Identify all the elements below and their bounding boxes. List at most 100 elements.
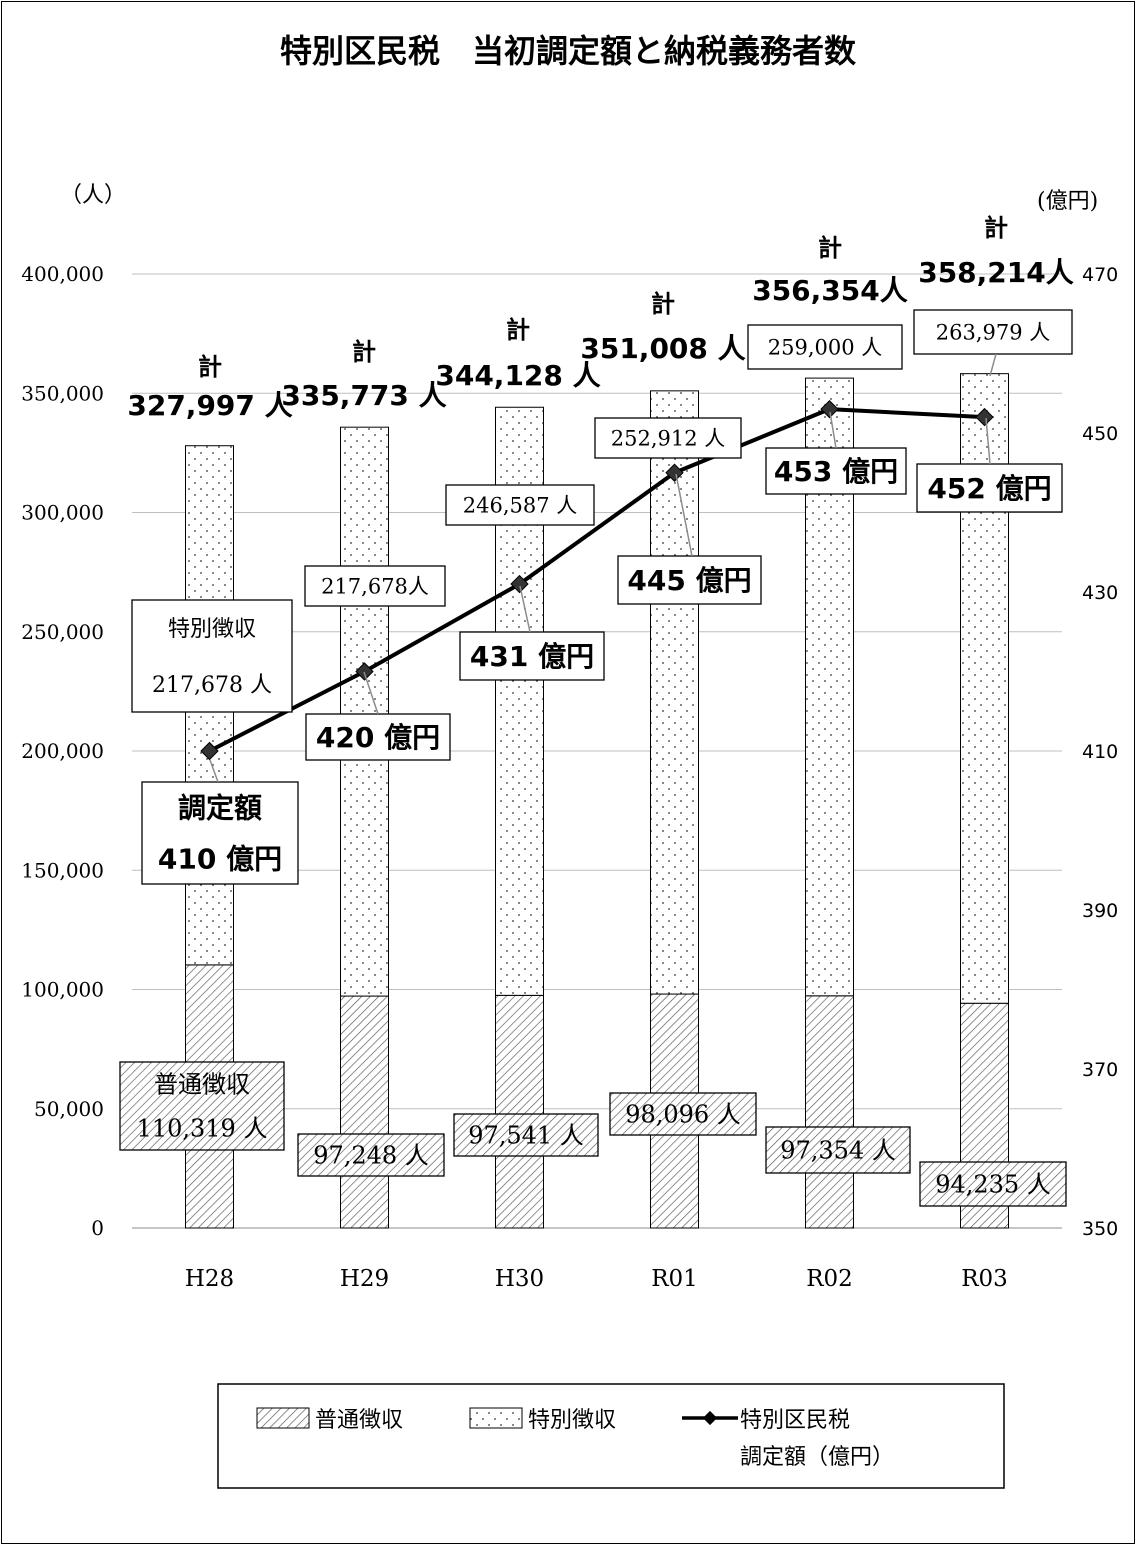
bar-normal (805, 995, 854, 1229)
data-labels: 計 327,997 人 計 335,773 人 計 344,128 人 計 351,008 人… (119, 214, 1074, 1207)
normal-label-box (453, 1113, 599, 1157)
right-tick-label: 430 (1082, 582, 1118, 604)
legend-marker-sample (702, 1410, 718, 1426)
normal-label: 97,248 人 (313, 1142, 429, 1170)
left-tick-label: 250,000 (21, 620, 104, 644)
special-label: 259,000 人 (768, 336, 883, 360)
leader-line (829, 411, 837, 449)
bars (185, 373, 1009, 1229)
amount-label-group: 453 億円 (765, 447, 907, 495)
amount-marker (975, 407, 994, 427)
normal-label: 97,354 人 (780, 1137, 896, 1165)
bar-special (650, 390, 699, 995)
amount-label: 410 億円 (158, 843, 282, 876)
amount-marker (355, 662, 374, 681)
normal-label-box (609, 1092, 757, 1136)
bar-normal (340, 995, 389, 1229)
special-label-group: 217,678人 (304, 565, 446, 607)
left-axis-unit: （人） (60, 183, 126, 208)
amount-label-box (916, 463, 1063, 513)
total-prefix-label: 計 (506, 316, 530, 344)
special-label: 263,979 人 (936, 321, 1051, 345)
legend-swatch-special (469, 1407, 523, 1429)
legend-label-line-2: 調定額（億円） (740, 1445, 894, 1470)
total-prefix-label: 計 (818, 234, 842, 262)
right-tick-label: 350 (1082, 1218, 1118, 1240)
amount-marker (665, 463, 684, 482)
amount-label: 452 億円 (927, 472, 1051, 505)
amount-label-box (765, 447, 907, 495)
category-label: R01 (651, 1266, 698, 1292)
left-tick-label: 100,000 (21, 978, 104, 1002)
amount-label: 420 億円 (316, 721, 440, 754)
total-value-label: 327,997 人 (127, 389, 292, 422)
total-value-label: 358,214人 (918, 256, 1074, 289)
special-label: 特別徴収 (168, 617, 256, 642)
special-label-box (131, 599, 293, 713)
special-label-box (747, 324, 903, 370)
special-label-group: 263,979 人 (913, 309, 1073, 355)
category-label: H29 (340, 1266, 389, 1292)
legend-label-line-1: 特別区民税 (740, 1408, 850, 1433)
left-tick-label: 50,000 (34, 1097, 104, 1121)
normal-label-group: 97,354 人 (765, 1126, 911, 1174)
amount-label-box (617, 555, 762, 605)
normal-label: 普通徴収 (154, 1071, 250, 1099)
special-label-box (445, 484, 595, 526)
legend-swatch-normal (256, 1407, 310, 1429)
normal-label-group: 普通徴収 110,319 人 (119, 1061, 285, 1151)
total-prefix-label: 計 (352, 338, 376, 366)
special-label: 246,587 人 (463, 494, 578, 518)
amount-label-box (305, 713, 451, 761)
special-label: 217,678人 (321, 575, 429, 599)
special-label-box (304, 565, 446, 607)
amount-label-group: 452 億円 (916, 463, 1063, 513)
chart-title: 特別区民税 当初調定額と納税義務者数 (280, 32, 857, 70)
normal-label-group: 98,096 人 (609, 1092, 757, 1136)
amount-line-path (208, 407, 985, 753)
normal-label: 94,235 人 (935, 1171, 1051, 1199)
axis-ticks: 0 50,000 100,000 150,000 200,000 250,000 300,0… (21, 262, 1118, 1292)
right-axis-unit: (億円) (1037, 189, 1098, 214)
special-label-box (913, 309, 1073, 355)
leader-line (675, 473, 693, 557)
amount-label-group: 420 億円 (305, 713, 451, 761)
normal-label: 110,319 人 (137, 1115, 268, 1143)
category-label: R03 (961, 1266, 1008, 1292)
normal-label: 98,096 人 (625, 1101, 741, 1129)
category-label: H28 (185, 1266, 234, 1292)
special-label-group: 特別徴収 217,678 人 (131, 599, 293, 713)
amount-label: 調定額 (178, 792, 262, 825)
special-label-group: 252,912 人 (594, 417, 742, 459)
left-tick-label: 200,000 (21, 739, 104, 763)
right-tick-label: 370 (1082, 1059, 1118, 1081)
left-tick-label: 300,000 (21, 501, 104, 525)
normal-label: 97,541 人 (468, 1122, 584, 1150)
right-tick-label: 450 (1082, 423, 1118, 445)
amount-label: 431 億円 (470, 640, 594, 673)
left-tick-label: 0 (91, 1216, 104, 1240)
leader-line (985, 417, 991, 465)
amount-line (200, 399, 994, 761)
legend-box (217, 1383, 1005, 1489)
legend-label-normal: 普通徴収 (315, 1408, 403, 1433)
normal-label-box (919, 1161, 1067, 1207)
amount-label-group: 445 億円 (617, 555, 762, 605)
normal-label-group: 97,541 人 (453, 1113, 599, 1157)
amount-label-box (459, 631, 605, 681)
left-tick-label: 350,000 (21, 381, 104, 405)
left-tick-label: 400,000 (21, 262, 104, 286)
bar-normal (495, 994, 544, 1229)
total-prefix-label: 計 (198, 353, 222, 381)
leader-line (989, 353, 997, 377)
legend: 普通徴収 特別徴収 特別区民税 調定額（億円） (217, 1383, 1005, 1489)
amount-label: 445 億円 (627, 564, 751, 597)
right-tick-label: 410 (1082, 741, 1118, 763)
amount-marker (200, 741, 219, 761)
legend-label-special: 特別徴収 (528, 1408, 616, 1433)
normal-label-group: 94,235 人 (919, 1161, 1067, 1207)
special-label-box (594, 417, 742, 459)
right-tick-label: 470 (1082, 264, 1118, 286)
